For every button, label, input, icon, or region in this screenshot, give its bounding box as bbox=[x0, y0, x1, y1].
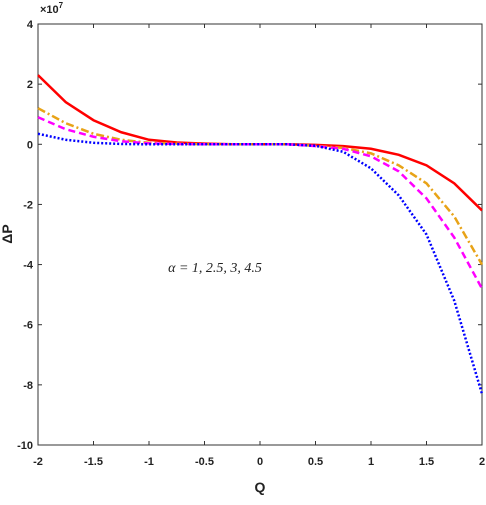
x-tick-label: -1.5 bbox=[84, 456, 103, 468]
y-multiplier-base: ×10 bbox=[40, 4, 59, 16]
y-multiplier: ×107 bbox=[40, 1, 64, 16]
y-tick-label: -2 bbox=[23, 199, 33, 211]
y-tick-label: -6 bbox=[23, 320, 33, 332]
y-axis-label: ΔP bbox=[0, 224, 15, 243]
x-tick-label: -1 bbox=[144, 456, 154, 468]
y-tick-label: 0 bbox=[27, 139, 33, 151]
y-multiplier-exponent: 7 bbox=[59, 1, 64, 10]
y-tick-label: -10 bbox=[17, 440, 33, 452]
x-tick-label: -0.5 bbox=[195, 456, 214, 468]
series-line bbox=[37, 116, 484, 290]
x-tick-label: 1 bbox=[368, 456, 374, 468]
y-tick-label: 2 bbox=[27, 79, 33, 91]
plot-frame bbox=[37, 23, 483, 446]
x-tick-label: 0.5 bbox=[308, 456, 323, 468]
y-tick-label: 4 bbox=[27, 19, 34, 31]
x-tick-label: 1.5 bbox=[419, 456, 434, 468]
x-tick-label: -2 bbox=[33, 456, 43, 468]
x-tick-label: 0 bbox=[257, 456, 263, 468]
series-line bbox=[37, 132, 484, 395]
x-tick-label: 2 bbox=[479, 456, 485, 468]
x-axis-label: Q bbox=[255, 479, 266, 495]
y-tick-label: -4 bbox=[23, 260, 34, 272]
y-tick-label: -8 bbox=[23, 380, 33, 392]
annotation: α = 1, 2.5, 3, 4.5 bbox=[168, 261, 262, 276]
